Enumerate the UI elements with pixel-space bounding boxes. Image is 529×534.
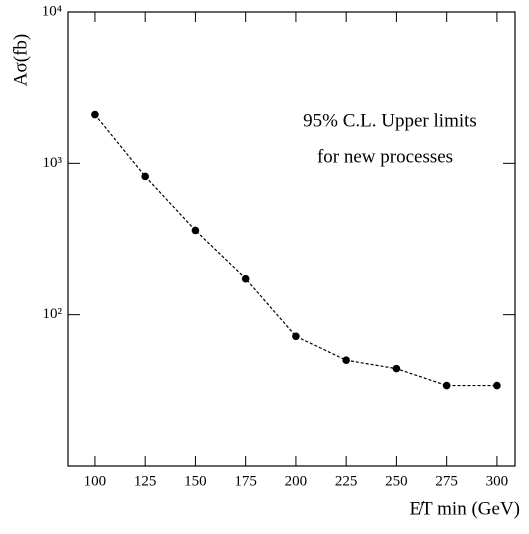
point (292, 332, 300, 341)
y-tick-label: 10² (43, 306, 63, 322)
plot-frame (67, 11, 516, 467)
point (392, 364, 401, 373)
x-tick-label: 150 (184, 473, 207, 489)
point (342, 356, 350, 365)
x-tick-label: 250 (385, 473, 408, 489)
point (442, 381, 451, 390)
point (191, 226, 200, 235)
x-tick-label: 175 (234, 473, 257, 489)
x-tick-label: 225 (335, 473, 358, 489)
point (241, 274, 250, 283)
y-tick-label: 10⁴ (42, 3, 62, 19)
y-axis-label: Aσ(fb) (10, 34, 31, 86)
point (91, 110, 99, 119)
x-tick-label: 200 (285, 473, 308, 489)
annotation: for new processes (317, 146, 453, 167)
point (141, 172, 149, 181)
x-tick-label: 275 (435, 473, 458, 489)
line (94, 114, 497, 387)
x-tick-label: 125 (134, 473, 157, 489)
point (493, 381, 501, 390)
annotation: 95% C.L. Upper limits (303, 110, 477, 131)
x-tick-label: 100 (84, 473, 107, 489)
y-tick-label: 10³ (43, 155, 63, 171)
x-axis-label: E̸T min (GeV) (410, 498, 520, 519)
x-tick-label: 300 (486, 473, 509, 489)
